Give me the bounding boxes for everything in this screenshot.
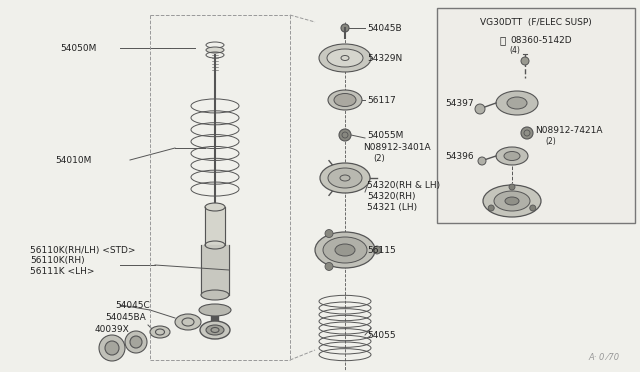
Text: VG30DTT  (F/ELEC SUSP): VG30DTT (F/ELEC SUSP) <box>480 17 592 26</box>
Text: (2): (2) <box>545 137 556 145</box>
Text: 54320(RH & LH): 54320(RH & LH) <box>367 180 440 189</box>
Text: 54045C: 54045C <box>115 301 150 310</box>
Circle shape <box>530 205 536 211</box>
Ellipse shape <box>315 232 375 268</box>
Ellipse shape <box>328 168 362 188</box>
Ellipse shape <box>483 185 541 217</box>
Ellipse shape <box>206 47 224 53</box>
Circle shape <box>478 157 486 165</box>
Text: N08912-3401A: N08912-3401A <box>363 142 431 151</box>
Text: 54045B: 54045B <box>367 23 402 32</box>
Circle shape <box>99 335 125 361</box>
Text: 54329N: 54329N <box>367 54 403 62</box>
Ellipse shape <box>175 314 201 330</box>
Ellipse shape <box>505 197 519 205</box>
Text: 54396: 54396 <box>445 151 474 160</box>
Text: N08912-7421A: N08912-7421A <box>535 125 602 135</box>
Ellipse shape <box>150 326 170 338</box>
Circle shape <box>373 246 381 254</box>
Ellipse shape <box>328 90 362 110</box>
Text: 54320(RH): 54320(RH) <box>367 192 415 201</box>
Bar <box>437 8 635 223</box>
Ellipse shape <box>320 163 370 193</box>
Ellipse shape <box>496 147 528 165</box>
Circle shape <box>325 263 333 270</box>
Ellipse shape <box>507 97 527 109</box>
Ellipse shape <box>199 304 231 316</box>
Circle shape <box>475 104 485 114</box>
Circle shape <box>325 230 333 238</box>
Circle shape <box>509 184 515 190</box>
Text: 54010M: 54010M <box>55 155 92 164</box>
Circle shape <box>488 205 494 211</box>
Text: 08360-5142D: 08360-5142D <box>510 35 572 45</box>
Ellipse shape <box>327 49 363 67</box>
Text: 56110K(RH/LH) <STD>: 56110K(RH/LH) <STD> <box>30 246 136 254</box>
Circle shape <box>521 57 529 65</box>
Text: 56115: 56115 <box>367 246 396 254</box>
Circle shape <box>105 341 119 355</box>
Text: 54321 (LH): 54321 (LH) <box>367 202 417 212</box>
Circle shape <box>130 336 142 348</box>
Text: 56111K <LH>: 56111K <LH> <box>30 267 95 276</box>
Text: 56110K(RH): 56110K(RH) <box>30 257 84 266</box>
Text: 54050M: 54050M <box>60 44 97 52</box>
Text: 54045BA: 54045BA <box>105 314 146 323</box>
Text: 56117: 56117 <box>367 96 396 105</box>
Ellipse shape <box>323 237 367 263</box>
Text: A· 0 ⁄70: A· 0 ⁄70 <box>589 353 620 362</box>
Ellipse shape <box>205 203 225 211</box>
Text: 54055M: 54055M <box>367 131 403 140</box>
Ellipse shape <box>206 325 224 335</box>
Circle shape <box>521 127 533 139</box>
Text: 54397: 54397 <box>445 99 474 108</box>
Ellipse shape <box>200 321 230 339</box>
Circle shape <box>341 24 349 32</box>
Text: (2): (2) <box>373 154 385 163</box>
Ellipse shape <box>201 290 229 300</box>
Ellipse shape <box>335 244 355 256</box>
Text: 54055: 54055 <box>367 330 396 340</box>
Text: Ⓢ: Ⓢ <box>499 35 505 45</box>
Ellipse shape <box>319 44 371 72</box>
Circle shape <box>125 331 147 353</box>
Ellipse shape <box>334 93 356 106</box>
Text: (4): (4) <box>509 45 520 55</box>
Text: 40039X: 40039X <box>95 326 130 334</box>
Circle shape <box>339 129 351 141</box>
Ellipse shape <box>494 191 530 211</box>
Ellipse shape <box>496 91 538 115</box>
Ellipse shape <box>504 151 520 160</box>
